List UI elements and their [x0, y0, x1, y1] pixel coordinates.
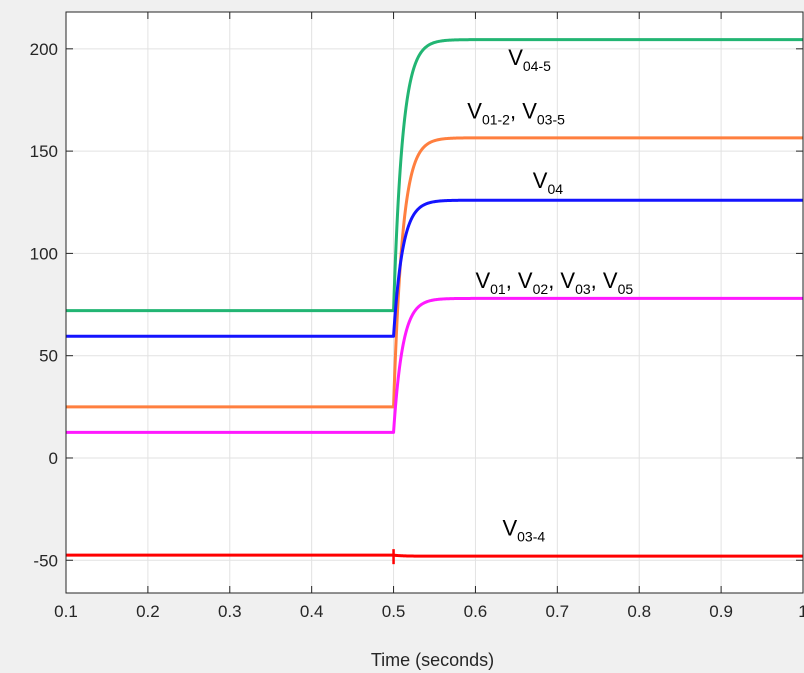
plot-area [66, 12, 803, 593]
series-lines [66, 38, 804, 565]
annotation-text: , V [548, 268, 575, 293]
annotation-label: V03-4 [502, 516, 545, 545]
annotation-subscript: 01-2 [482, 111, 510, 127]
y-tick-label: 200 [30, 40, 58, 59]
annotation-text: V [533, 168, 548, 193]
annotation-label: V04-5 [508, 45, 551, 74]
series-line-4 [66, 296, 804, 434]
annotation-text: V [475, 268, 490, 293]
annotation-label: V04 [533, 168, 563, 197]
annotation-text: , V [510, 98, 537, 123]
plot-border [65, 11, 804, 594]
annotation-text: V [467, 98, 482, 123]
x-tick-label: 0.4 [300, 602, 324, 621]
annotation-label: V01-2, V03-5 [467, 98, 565, 127]
series-line-5 [66, 553, 803, 558]
annotation-text: V [508, 45, 523, 70]
x-tick-label: 0.2 [136, 602, 160, 621]
annotation-subscript: 04-5 [523, 58, 551, 74]
annotation-subscript: 04 [547, 181, 563, 197]
x-tick-label: 0.1 [54, 602, 78, 621]
y-tick-label: 100 [30, 244, 58, 263]
y-tick-label: -50 [33, 551, 58, 570]
x-axis-label: Time (seconds) [371, 650, 494, 670]
annotation-text: , V [591, 268, 618, 293]
annotation-text: V [502, 516, 517, 541]
series-line-2 [66, 136, 804, 409]
annotation-subscript: 05 [618, 281, 634, 297]
y-tick-label: 150 [30, 142, 58, 161]
x-tick-label: 0.8 [627, 602, 651, 621]
annotation-subscript: 03-4 [517, 529, 545, 545]
series-line-1 [66, 38, 804, 313]
x-tick-label: 0.3 [218, 602, 242, 621]
annotation-subscript: 03-5 [537, 111, 565, 127]
series-line-3 [66, 198, 804, 338]
x-tick-label: 0.7 [546, 602, 570, 621]
y-tick-label: 0 [49, 449, 58, 468]
x-tick-label: 0.6 [464, 602, 488, 621]
x-tick-label: 0.9 [709, 602, 733, 621]
annotation-label: V01, V02, V03, V05 [475, 268, 633, 297]
x-tick-label: 0.5 [382, 602, 406, 621]
annotation-subscript: 02 [533, 281, 549, 297]
annotation-text: , V [506, 268, 533, 293]
annotation-subscript: 01 [490, 281, 506, 297]
x-tick-label: 1 [798, 602, 804, 621]
axis-ticks: 0.1 0.2 0.3 0.4 0.5 0.6 0.7 0.8 0.9 1-50050100150… [30, 12, 804, 621]
y-tick-label: 50 [39, 347, 58, 366]
annotation-subscript: 03 [575, 281, 591, 297]
